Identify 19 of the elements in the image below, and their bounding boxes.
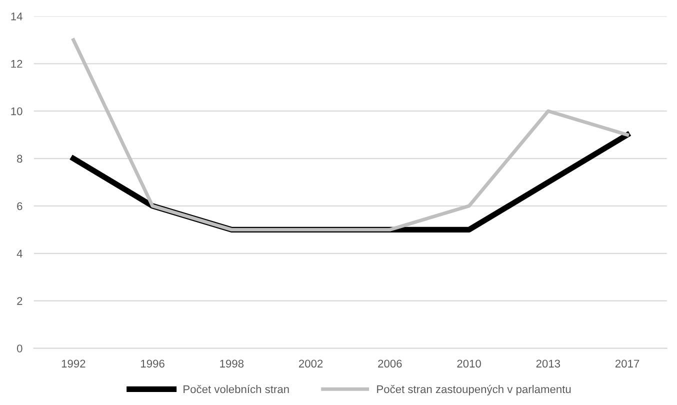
y-tick-label: 12 [11, 60, 22, 68]
x-tick-label: 2017 [615, 360, 640, 368]
y-tick-label: 10 [11, 107, 22, 116]
y-tick-label: 2 [17, 297, 22, 305]
x-tick-label: 1996 [141, 360, 164, 368]
x-tick-label: 2013 [536, 360, 560, 368]
x-tick-label: 1992 [62, 360, 86, 368]
x-tick-label: 2006 [378, 360, 402, 368]
y-tick-label: 8 [17, 154, 22, 163]
y-tick-label: 0 [16, 344, 22, 352]
line-series [72, 38, 630, 232]
y-tick-label: 6 [17, 202, 22, 210]
legend-label: Počet stran zastoupených v parlamentu [377, 384, 571, 396]
x-tick-label: 2010 [457, 360, 481, 368]
x-tick-label: 1998 [220, 360, 244, 368]
y-tick-label: 14 [11, 12, 22, 20]
legend-label: Počet volebních stran [184, 384, 289, 394]
y-tick-label: 4 [16, 250, 22, 258]
x-tick-label: 2002 [298, 360, 323, 368]
